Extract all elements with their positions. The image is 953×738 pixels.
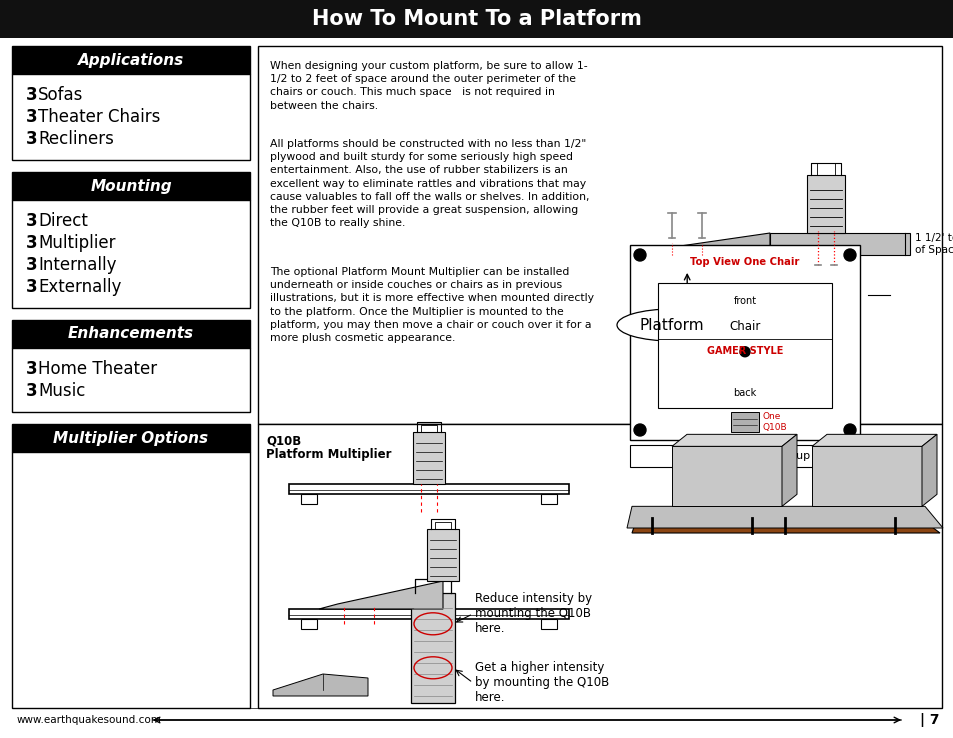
Bar xyxy=(811,446,921,506)
Bar xyxy=(658,283,831,408)
Text: 3: 3 xyxy=(26,256,37,274)
Polygon shape xyxy=(318,581,442,609)
Bar xyxy=(671,446,781,506)
Polygon shape xyxy=(781,435,796,506)
Bar xyxy=(540,494,557,504)
Text: Applications: Applications xyxy=(78,52,184,67)
Text: Externally: Externally xyxy=(38,278,121,296)
Text: Multiplier Options: Multiplier Options xyxy=(53,430,209,446)
Text: One
Q10B: One Q10B xyxy=(762,413,787,432)
Bar xyxy=(12,348,250,412)
Bar xyxy=(289,484,568,494)
Text: 3: 3 xyxy=(26,212,37,230)
Text: Platform Multiplier: Platform Multiplier xyxy=(266,448,391,461)
Bar xyxy=(730,412,759,432)
Text: The optional Platform Mount Multiplier can be installed
underneath or inside cou: The optional Platform Mount Multiplier c… xyxy=(270,267,594,343)
Polygon shape xyxy=(811,435,936,446)
Text: 3: 3 xyxy=(26,234,37,252)
Bar xyxy=(540,619,557,629)
Bar xyxy=(12,424,250,452)
Text: Chair: Chair xyxy=(728,320,760,334)
Text: Recliners: Recliners xyxy=(38,130,113,148)
Bar xyxy=(769,233,909,255)
Text: 3: 3 xyxy=(26,278,37,296)
Bar xyxy=(12,46,250,74)
Bar xyxy=(427,529,458,581)
Bar xyxy=(413,432,444,484)
Bar xyxy=(0,0,953,38)
Text: Top View One Chair: Top View One Chair xyxy=(690,257,799,267)
Bar xyxy=(629,245,859,440)
Circle shape xyxy=(843,249,855,261)
Text: | 7: | 7 xyxy=(920,713,939,727)
Text: Q10B: Q10B xyxy=(266,434,301,447)
Text: Direct: Direct xyxy=(38,212,88,230)
Bar xyxy=(629,445,859,467)
Circle shape xyxy=(843,424,855,436)
Text: www.earthquakesound.com: www.earthquakesound.com xyxy=(17,715,162,725)
Text: Typical Two Chair Setup: Typical Two Chair Setup xyxy=(679,451,810,461)
Text: Home Theater: Home Theater xyxy=(38,360,157,378)
Polygon shape xyxy=(631,518,939,533)
Bar xyxy=(12,452,250,708)
Text: 1 1/2' to 2' Feet
of Space: 1 1/2' to 2' Feet of Space xyxy=(914,233,953,255)
Text: Enhancements: Enhancements xyxy=(68,326,193,342)
Bar xyxy=(411,593,455,703)
Text: Sofas: Sofas xyxy=(38,86,83,104)
Polygon shape xyxy=(921,435,936,506)
Text: 3: 3 xyxy=(26,382,37,400)
Text: Mounting: Mounting xyxy=(91,179,172,193)
Circle shape xyxy=(634,424,645,436)
Bar xyxy=(257,46,941,424)
Text: Platform: Platform xyxy=(639,317,703,333)
Text: Internally: Internally xyxy=(38,256,116,274)
Text: Music: Music xyxy=(38,382,85,400)
Text: 3: 3 xyxy=(26,108,37,126)
Bar xyxy=(301,494,316,504)
Text: 3: 3 xyxy=(26,130,37,148)
Polygon shape xyxy=(631,233,769,275)
Text: front: front xyxy=(733,296,756,306)
Bar xyxy=(257,424,941,708)
Bar xyxy=(12,200,250,308)
Circle shape xyxy=(740,347,749,356)
Polygon shape xyxy=(273,674,368,696)
Bar xyxy=(12,74,250,160)
Text: Get a higher intensity
by mounting the Q10B
here.: Get a higher intensity by mounting the Q… xyxy=(475,661,609,704)
Text: Theater Chairs: Theater Chairs xyxy=(38,108,160,126)
Text: Reduce intensity by
mounting the Q10B
here.: Reduce intensity by mounting the Q10B he… xyxy=(475,593,592,635)
Bar xyxy=(12,320,250,348)
Text: GAMER STYLE: GAMER STYLE xyxy=(706,346,782,356)
Bar xyxy=(289,609,568,619)
Circle shape xyxy=(634,249,645,261)
Text: How To Mount To a Platform: How To Mount To a Platform xyxy=(312,9,641,29)
Bar xyxy=(301,619,316,629)
Polygon shape xyxy=(671,435,796,446)
Bar xyxy=(631,272,741,290)
Bar xyxy=(12,172,250,200)
Text: back: back xyxy=(733,388,756,398)
Polygon shape xyxy=(626,506,942,528)
Text: All platforms should be constructed with no less than 1/2"
plywood and built stu: All platforms should be constructed with… xyxy=(270,139,589,228)
Text: When designing your custom platform, be sure to allow 1-
1/2 to 2 feet of space : When designing your custom platform, be … xyxy=(270,61,587,111)
Bar xyxy=(806,175,844,233)
Text: 3: 3 xyxy=(26,360,37,378)
Text: Multiplier: Multiplier xyxy=(38,234,115,252)
Text: 3: 3 xyxy=(26,86,37,104)
Ellipse shape xyxy=(617,309,726,341)
